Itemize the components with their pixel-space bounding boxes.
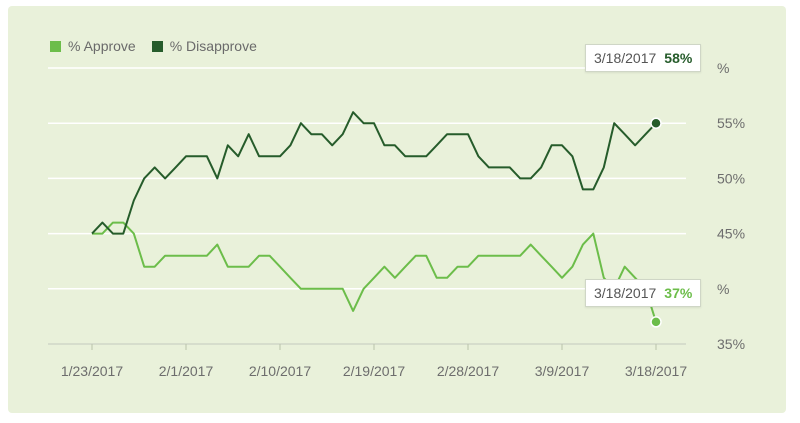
disapprove-line[interactable] bbox=[91, 111, 657, 235]
y-tick-label: 55% bbox=[717, 115, 745, 131]
disapprove-tooltip-date: 3/18/2017 bbox=[594, 50, 657, 66]
approve-line[interactable] bbox=[92, 221, 657, 323]
x-tick-label: 2/28/2017 bbox=[437, 363, 499, 379]
y-tick-label: 50% bbox=[717, 170, 745, 186]
legend-disapprove-label: % Disapprove bbox=[169, 38, 257, 54]
x-tick-label: 2/19/2017 bbox=[343, 363, 405, 379]
approve-tooltip: 3/18/2017 37% bbox=[585, 279, 702, 307]
legend-item-disapprove[interactable]: % Disapprove bbox=[151, 38, 257, 54]
disapprove-tooltip-value: 58% bbox=[664, 50, 693, 66]
legend: % Approve % Disapprove bbox=[50, 38, 273, 54]
disapprove-tooltip: 3/18/2017 58% bbox=[585, 44, 702, 72]
y-axis-ticks: % 45% 50% 55%% 35% bbox=[717, 60, 745, 352]
y-tick-label: % bbox=[717, 60, 729, 76]
approve-tooltip-date: 3/18/2017 bbox=[594, 285, 657, 301]
x-tick-label: 3/9/2017 bbox=[535, 363, 590, 379]
y-tick-label: % bbox=[717, 281, 729, 297]
approve-swatch bbox=[50, 40, 61, 52]
y-tick-label: 45% bbox=[717, 226, 745, 242]
x-tick-label: 2/1/2017 bbox=[159, 363, 214, 379]
disapprove-swatch bbox=[151, 40, 163, 52]
x-tick-label: 2/10/2017 bbox=[249, 363, 311, 379]
x-tick-label: 3/18/2017 bbox=[625, 363, 687, 379]
x-axis-ticks: 1/23/2017 2/1/2017 2/10/2017 2/19/2017 2/28/… bbox=[61, 344, 687, 379]
approve-end-point[interactable] bbox=[650, 316, 662, 328]
disapprove-end-point[interactable] bbox=[650, 117, 662, 129]
approve-tooltip-value: 37% bbox=[664, 285, 693, 301]
end-points bbox=[650, 117, 662, 328]
legend-item-approve[interactable]: % Approve bbox=[50, 38, 136, 54]
x-tick-label: 1/23/2017 bbox=[61, 363, 123, 379]
y-tick-label: 35% bbox=[717, 336, 745, 352]
gridlines bbox=[48, 67, 686, 345]
series-lines bbox=[91, 111, 657, 323]
legend-approve-label: % Approve bbox=[68, 38, 136, 54]
